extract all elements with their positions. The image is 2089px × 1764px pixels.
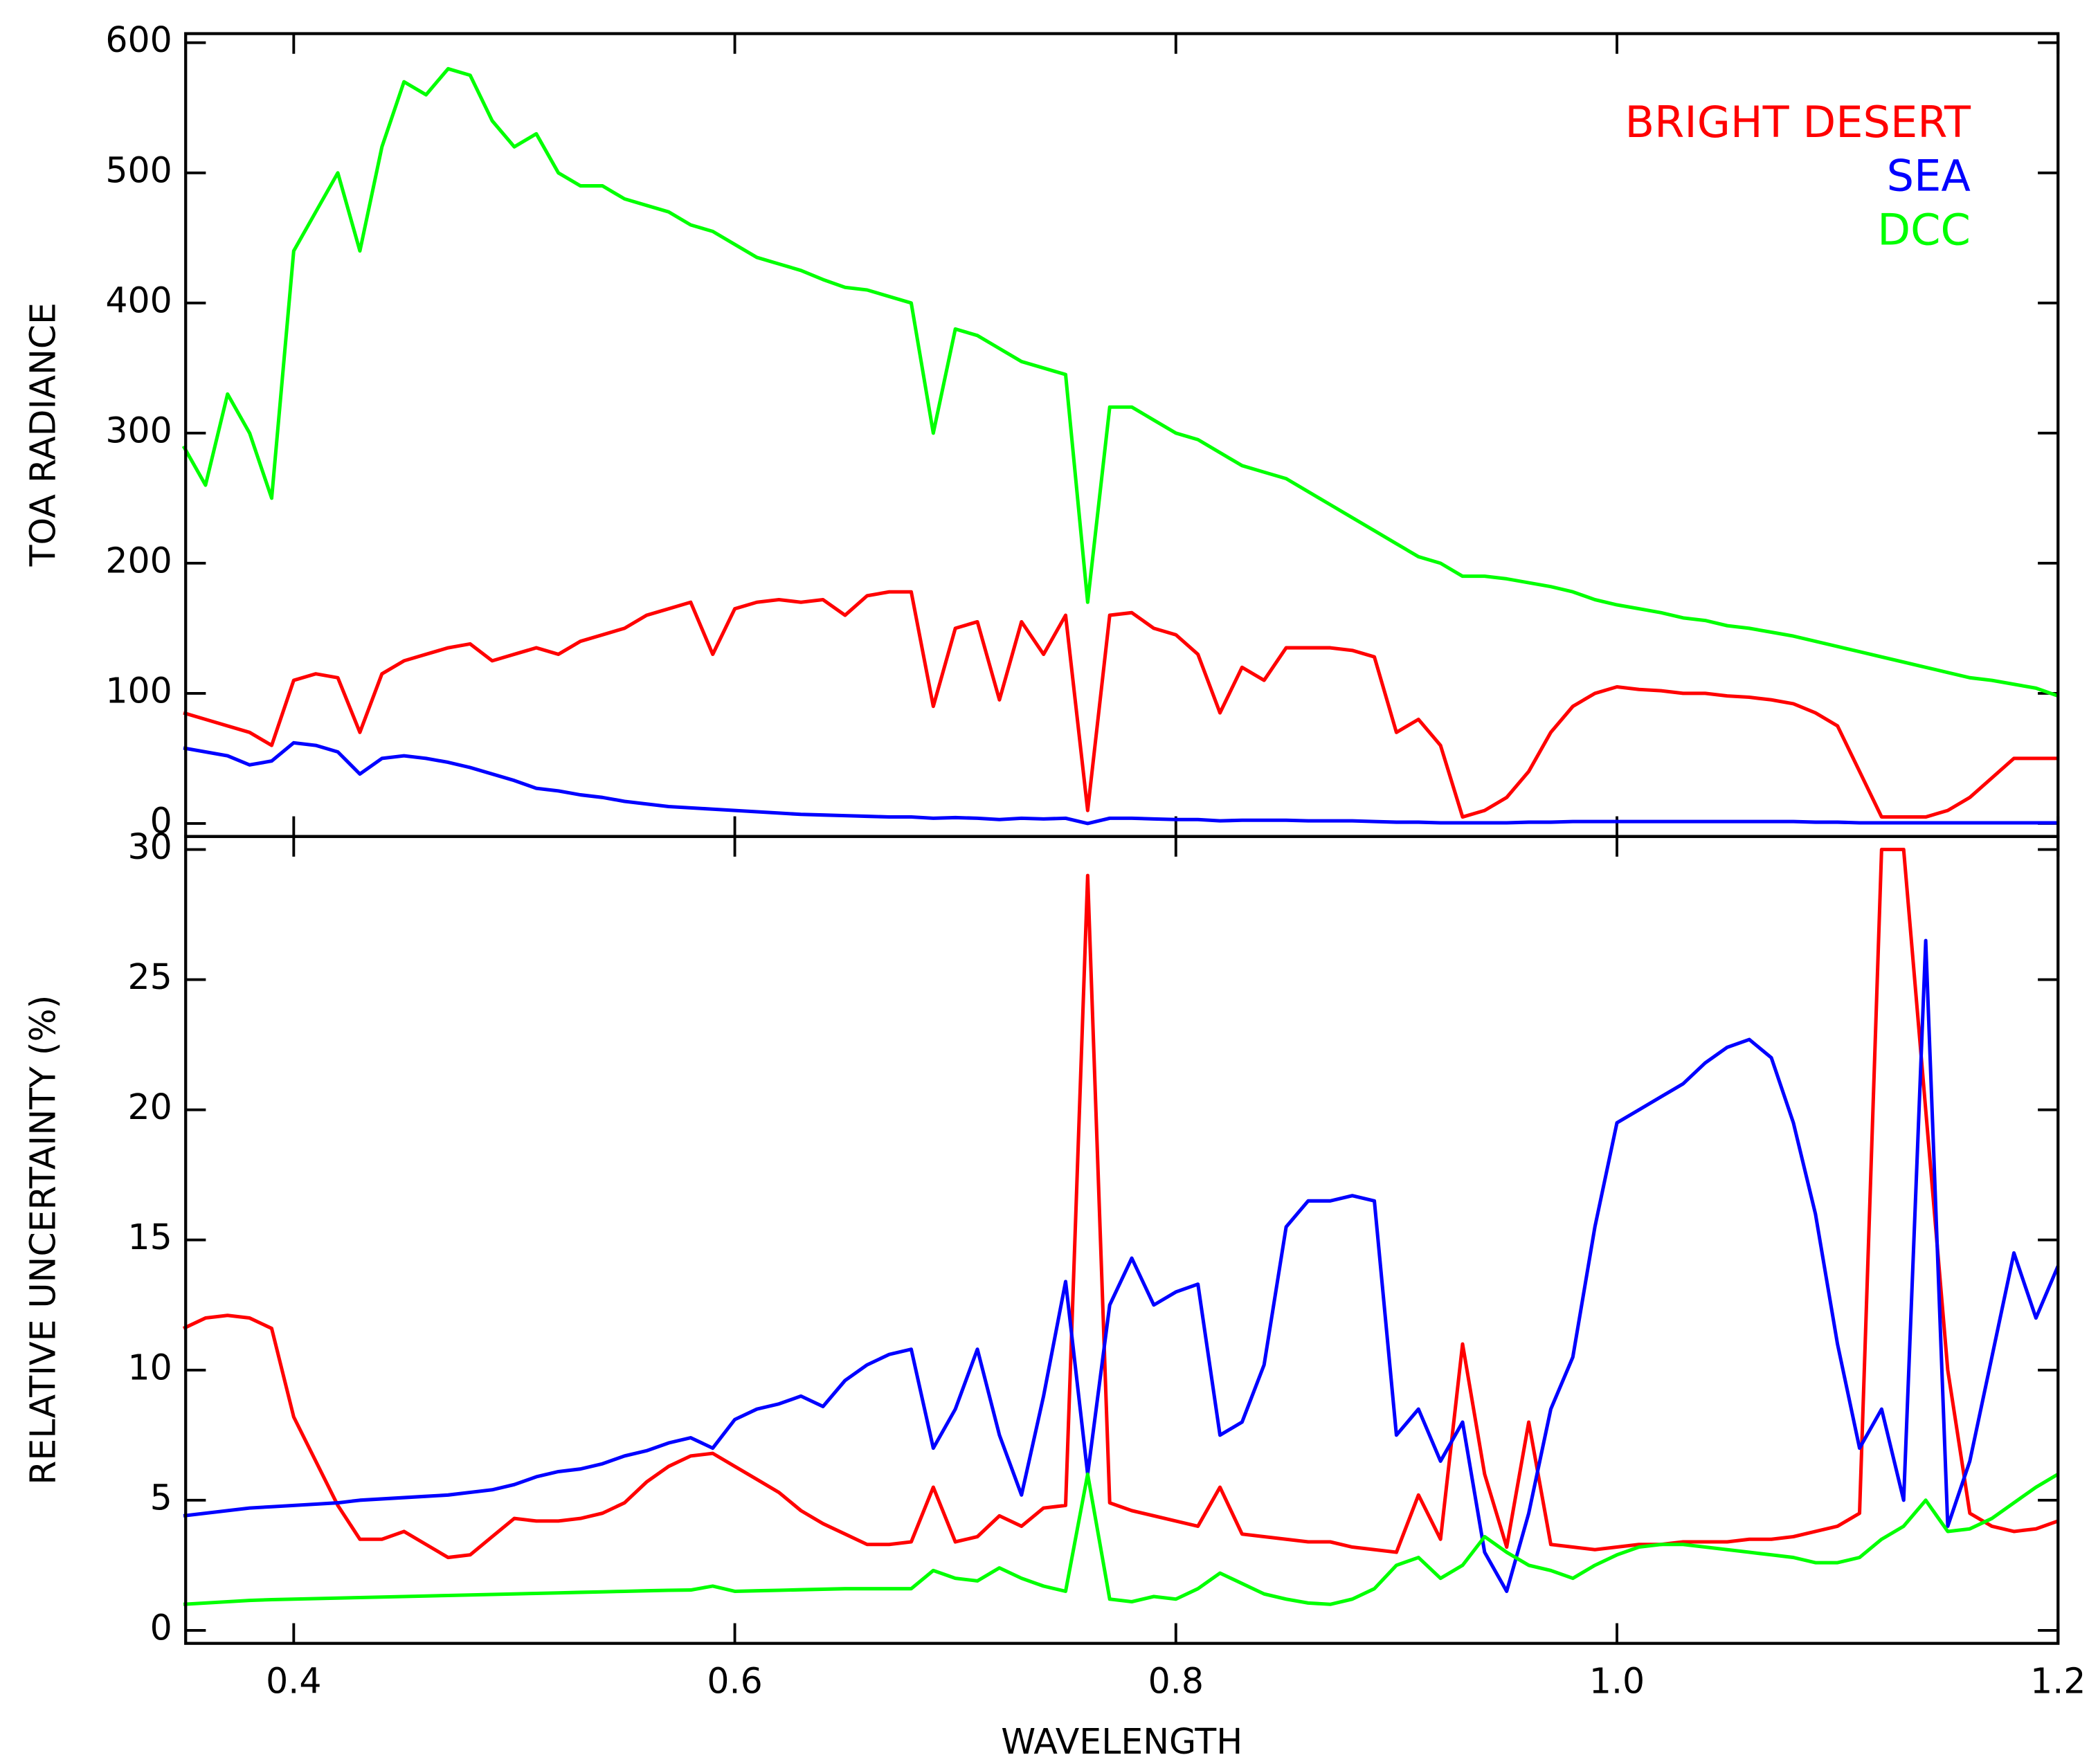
x-tick-label: 0.6: [707, 1660, 762, 1701]
x-tick-label: 1.2: [2030, 1660, 2086, 1701]
legend-entry: DCC: [1877, 204, 1971, 255]
x-tick-label: 1.0: [1589, 1660, 1645, 1701]
y-tick-label: 15: [128, 1217, 172, 1257]
y-axis-label: TOA RADIANCE: [23, 302, 64, 567]
y-tick-label: 20: [128, 1086, 172, 1127]
data-line: [183, 938, 2060, 1593]
y-tick-label: 400: [105, 280, 172, 320]
y-tick-label: 25: [128, 956, 172, 997]
legend-entry: SEA: [1887, 151, 1971, 201]
data-line: [183, 590, 2059, 819]
data-line: [183, 1472, 2059, 1606]
y-tick-label: 100: [105, 670, 172, 711]
y-tick-label: 30: [128, 826, 172, 867]
x-tick-label: 0.4: [266, 1660, 321, 1701]
data-line: [182, 848, 2059, 1560]
y-axis-label: RELATIVE UNCERTAINTY (%): [23, 995, 64, 1485]
plot-frame: [184, 32, 2060, 838]
y-tick-label: 500: [105, 149, 172, 190]
y-tick-label: 0: [150, 800, 172, 841]
x-axis-label: WAVELENGTH: [1001, 1721, 1242, 1762]
y-tick-label: 5: [150, 1477, 172, 1518]
x-tick-label: 0.8: [1148, 1660, 1204, 1701]
y-tick-label: 10: [128, 1347, 172, 1388]
y-tick-label: 600: [105, 19, 172, 60]
data-line: [183, 740, 2059, 826]
y-tick-label: 200: [105, 540, 172, 581]
y-tick-label: 0: [150, 1607, 172, 1648]
legend-entry: BRIGHT DESERT: [1625, 97, 1971, 147]
data-line: [181, 66, 2059, 698]
plot-frame: [184, 835, 2060, 1645]
y-tick-label: 300: [105, 410, 172, 451]
